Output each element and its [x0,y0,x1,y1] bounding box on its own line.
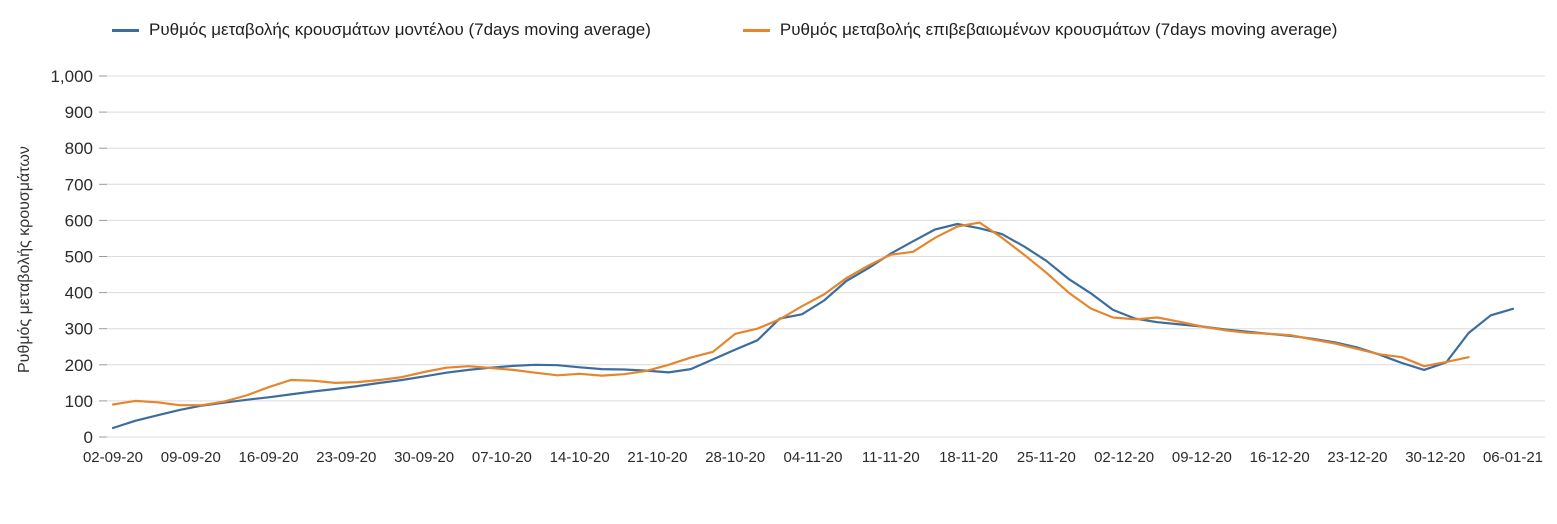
series-line-1 [111,221,1470,407]
x-tick-label: 18-11-20 [939,449,998,466]
x-tick-label: 16-09-20 [239,449,299,466]
x-tick-label: 30-12-20 [1405,449,1465,466]
series-line-0 [111,222,1515,430]
x-tick-label: 11-11-20 [862,449,920,466]
legend-label-confirmed: Ρυθμός μεταβολής επιβεβαιωμένων κρουσμάτ… [779,20,1338,39]
y-tick-label: 700 [65,175,93,194]
y-tick-label: 800 [65,139,93,158]
x-tick-label: 14-10-20 [550,449,610,466]
y-tick-label: 900 [65,103,93,122]
x-tick-label: 09-12-20 [1172,449,1232,466]
x-tick-label: 23-09-20 [316,449,376,466]
x-tick-label: 06-01-21 [1483,449,1543,466]
x-tick-label: 30-09-20 [394,449,454,466]
y-tick-label: 0 [84,428,93,447]
x-tick-label: 16-12-20 [1250,449,1310,466]
x-tick-label: 02-09-20 [83,449,143,466]
x-tick-label: 07-10-20 [472,449,532,466]
y-tick-label: 400 [65,284,93,303]
legend-item-model[interactable]: Ρυθμός μεταβολής κρουσμάτων μοντέλου (7d… [112,20,651,40]
legend-line-swatch-confirmed [742,28,770,32]
x-tick-label: 04-11-20 [784,449,843,466]
legend-item-confirmed[interactable]: Ρυθμός μεταβολής επιβεβαιωμένων κρουσμάτ… [742,20,1338,40]
legend-label-model: Ρυθμός μεταβολής κρουσμάτων μοντέλου (7d… [149,20,651,39]
y-tick-label: 100 [65,392,93,411]
legend: Ρυθμός μεταβολής κρουσμάτων μοντέλου (7d… [112,20,1337,40]
y-tick-label: 600 [65,211,93,230]
x-tick-label: 02-12-20 [1094,449,1154,466]
y-tick-label: 300 [65,320,93,339]
x-tick-label: 09-09-20 [161,449,221,466]
y-axis-title: Ρυθμός μεταβολής κρουσμάτων [16,146,33,374]
x-tick-label: 28-10-20 [705,449,765,466]
y-tick-label: 200 [65,356,93,375]
x-tick-label: 23-12-20 [1327,449,1387,466]
x-tick-label: 21-10-20 [627,449,687,466]
y-tick-label: 1,000 [50,67,93,86]
legend-line-swatch-model [112,28,139,32]
x-tick-label: 25-11-20 [1017,449,1076,466]
y-tick-label: 500 [65,248,93,267]
